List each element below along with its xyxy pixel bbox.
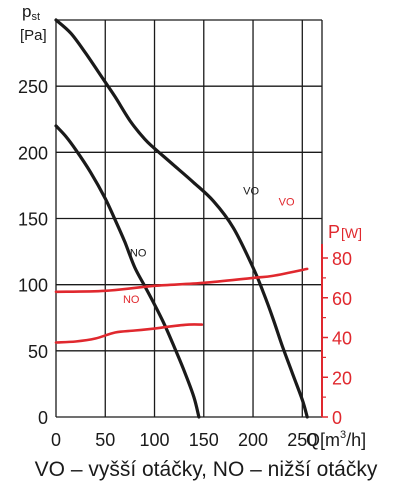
- x-axis-label: Q[m3/h]: [306, 429, 366, 450]
- y-left-axis-label-main: p: [22, 2, 31, 21]
- x-tick-label: 0: [51, 430, 61, 450]
- y-right-tick-label: 0: [332, 408, 342, 428]
- y-right-axis-label: P[W]: [328, 222, 362, 242]
- y-right-tick-label: 40: [332, 329, 352, 349]
- x-tick-label: 150: [189, 430, 219, 450]
- y-right-tick-label: 80: [332, 249, 352, 269]
- y-left-axis-label: pst: [22, 2, 40, 23]
- x-tick-label: 50: [95, 430, 115, 450]
- y-left-tick-label: 250: [18, 77, 48, 97]
- power-series-label-vo: VO: [279, 196, 295, 208]
- x-tick-label: 200: [238, 430, 268, 450]
- y-right-axis-label-main: P: [328, 222, 340, 242]
- chart-caption: VO – vyšší otáčky, NO – nižší otáčky: [34, 458, 378, 481]
- fan-performance-chart: 0 50 100 150 200 250 pst [Pa] 0 20 40 60 80 P[W] 0 50 10…: [18, 2, 366, 450]
- power-curve-vo: [54, 267, 309, 294]
- pressure-series-label-no: NO: [130, 248, 147, 260]
- x-axis-label-sup: 3: [340, 429, 346, 441]
- pressure-series-label-vo: VO: [243, 185, 259, 197]
- x-tick-label: 250: [287, 430, 317, 450]
- power-curve-no: [54, 323, 204, 344]
- y-left-tick-label: 150: [18, 210, 48, 230]
- y-left-tick-label: 100: [18, 276, 48, 296]
- power-series-label-no: NO: [123, 294, 140, 306]
- x-axis-label-main: Q[m: [306, 430, 340, 450]
- y-right-axis-label-unit: [W]: [341, 225, 362, 241]
- y-right-tick-label: 60: [332, 289, 352, 309]
- y-left-tick-label: 50: [28, 342, 48, 362]
- x-tick-label: 100: [139, 430, 169, 450]
- x-axis-label-tail: /h]: [346, 430, 366, 450]
- pressure-curve-no: [54, 124, 201, 419]
- pressure-curve-vo: [54, 18, 309, 419]
- y-left-axis-label-sub: st: [31, 11, 40, 23]
- y-left-axis-unit: [Pa]: [20, 27, 47, 44]
- y-left-tick-label: 200: [18, 143, 48, 163]
- y-left-tick-label: 0: [38, 408, 48, 428]
- grid-lines: [55, 19, 323, 418]
- y-right-tick-label: 20: [332, 368, 352, 388]
